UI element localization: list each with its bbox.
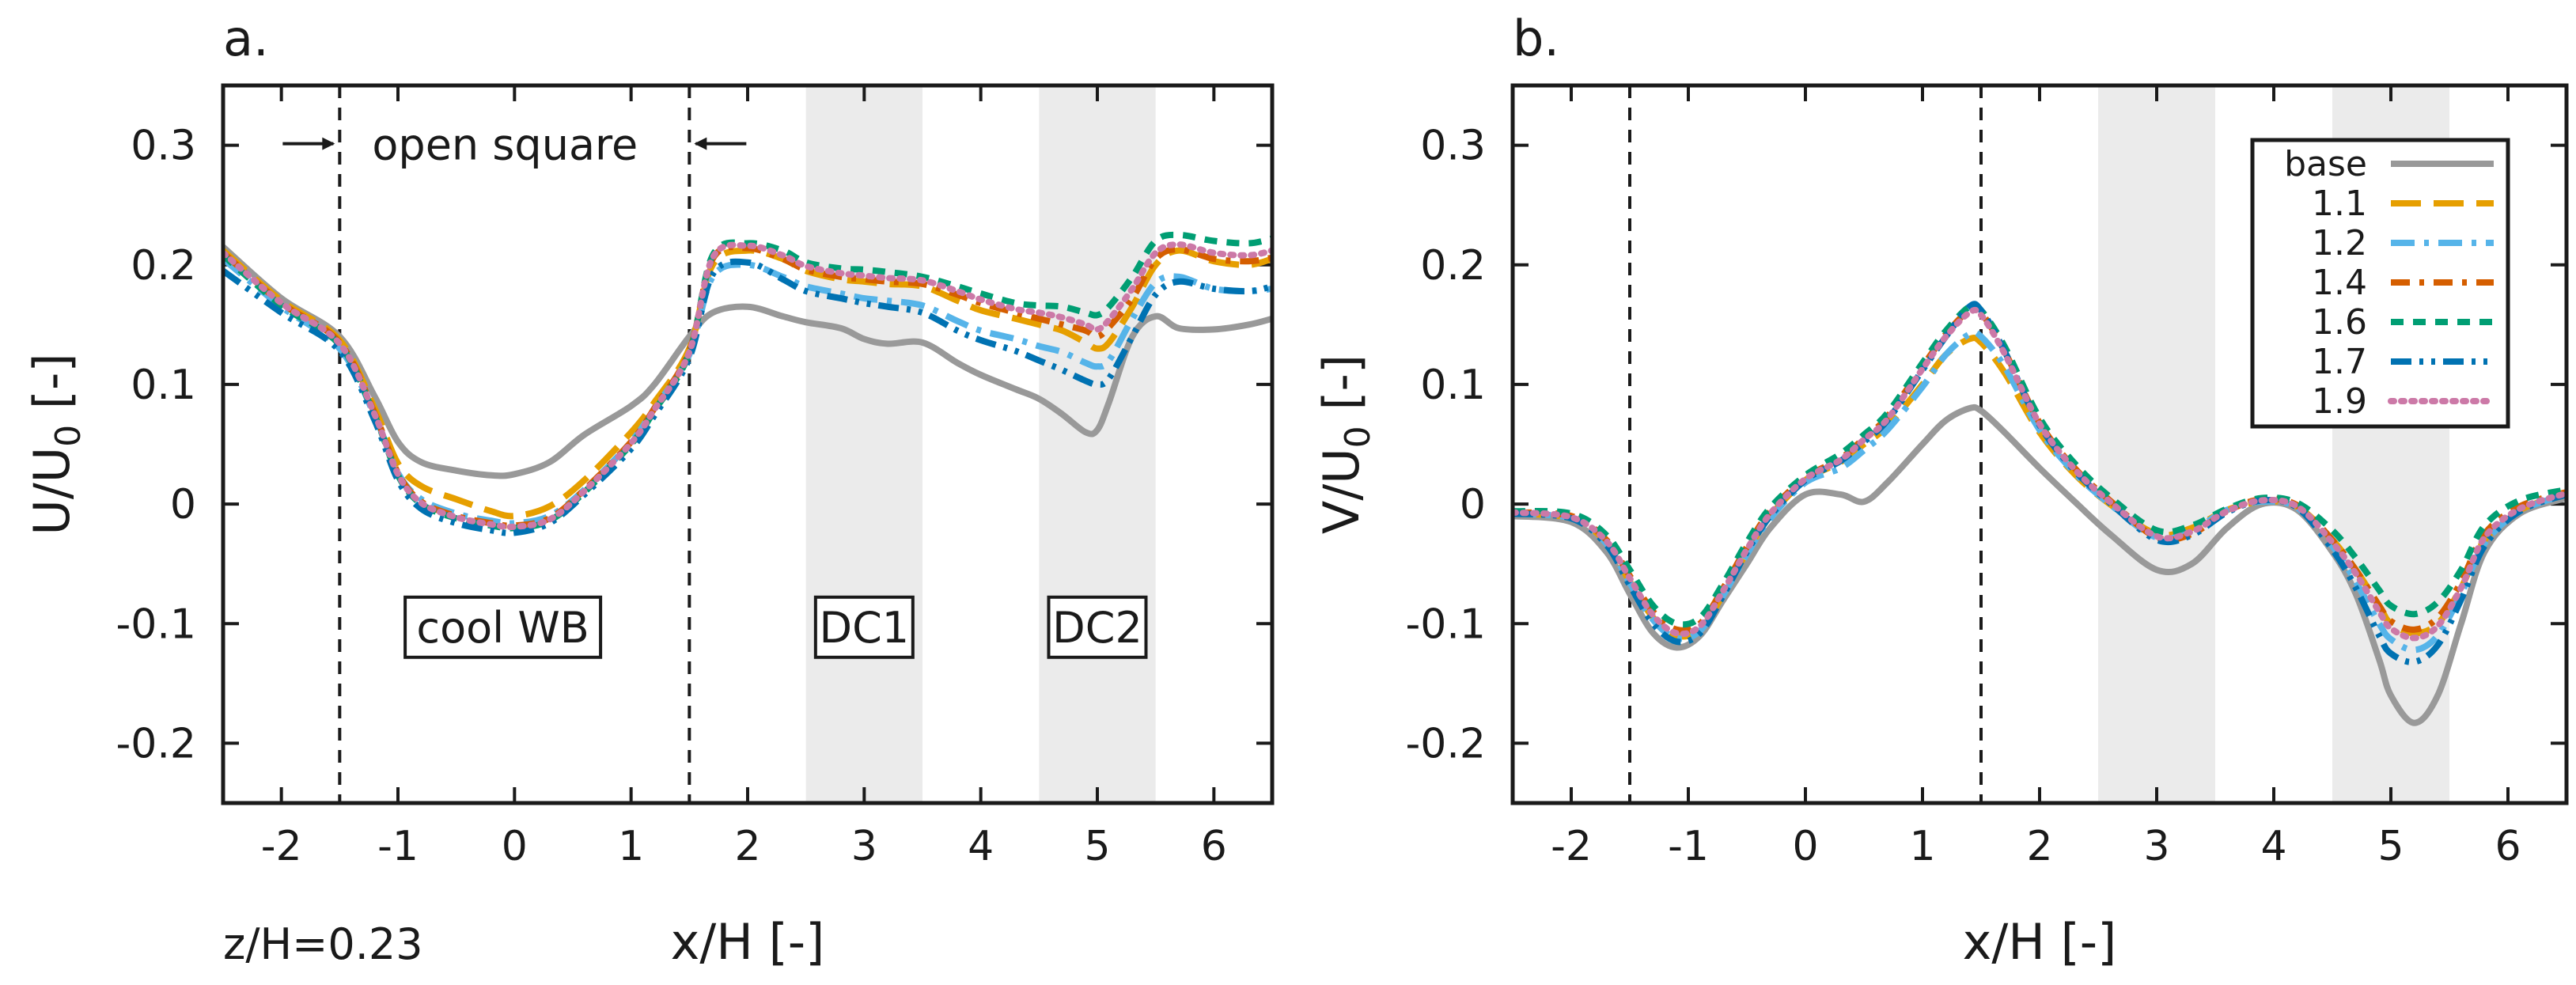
series-line-base: [223, 244, 1272, 479]
region-label-box: [403, 595, 603, 659]
shaded-region-1: [2098, 85, 2215, 803]
series-line-1-9: [223, 241, 1272, 531]
legend-label: 1.2: [2312, 223, 2367, 263]
panel-a-velocity-u: -2 -1 0 1 2 3 4 5 6 -0.2 -0.1 0 0.1 0.2 0.3 a. x/H [-] U/…: [23, 9, 1275, 971]
panel-label: b.: [1513, 9, 1559, 67]
y-tick-label: 0.2: [1420, 242, 1486, 290]
x-tick-label: 6: [2495, 823, 2521, 870]
series-group: [223, 231, 1272, 536]
x-tick-label: 1: [1909, 823, 1935, 870]
series-line-1-2: [223, 256, 1272, 527]
shaded-region-1: [805, 85, 922, 803]
open-square-annotation: open square: [372, 120, 638, 170]
x-tick-label: 2: [2026, 823, 2052, 870]
x-tick-label: 5: [1084, 823, 1110, 870]
x-tick-label: 0: [502, 823, 528, 870]
x-tick-label: 1: [618, 823, 644, 870]
y-tick-label: 0.2: [131, 242, 196, 290]
x-tick-label: -1: [1668, 823, 1709, 870]
arrowhead-right: [694, 137, 707, 150]
y-axis-label: V/U0 [-]: [1313, 354, 1378, 534]
panel-label: a.: [223, 9, 269, 67]
y-tick-label: 0.1: [131, 362, 196, 409]
y-tick-label: -0.1: [1406, 600, 1486, 648]
x-tick-label: 4: [968, 823, 994, 870]
legend-label: base: [2284, 144, 2367, 184]
legend-label: 1.1: [2312, 184, 2367, 224]
x-tick-label: -2: [261, 823, 302, 870]
x-tick-label: 6: [1201, 823, 1227, 870]
x-tick-label: 0: [1792, 823, 1818, 870]
x-axis-label: x/H [-]: [1963, 913, 2117, 971]
series-line-1-1: [223, 247, 1272, 520]
y-tick-label: 0: [1460, 481, 1486, 528]
legend-label: 1.9: [2312, 381, 2367, 422]
legend-label: 1.4: [2312, 263, 2367, 303]
x-tick-label: 3: [851, 823, 877, 870]
legend-label: 1.7: [2312, 342, 2367, 382]
y-tick-label: 0.1: [1420, 362, 1486, 409]
x-tick-label: -1: [377, 823, 419, 870]
region-label-box-text: cool WB: [416, 603, 589, 653]
x-axis-label: x/H [-]: [671, 913, 825, 971]
y-axis-label: U/U0 [-]: [23, 353, 89, 535]
y-tick-label: -0.2: [1406, 720, 1486, 767]
region-label-box-text: DC2: [1052, 603, 1142, 653]
plot-frame: [1510, 83, 2569, 805]
region-label-box-text: DC1: [820, 603, 910, 653]
x-tick-label: 4: [2260, 823, 2286, 870]
x-tick-label: 5: [2377, 823, 2404, 870]
x-tick-label: 2: [734, 823, 760, 870]
y-tick-label: 0.3: [131, 123, 196, 170]
x-tick-label: 3: [2143, 823, 2169, 870]
series-line-1-4: [223, 244, 1272, 529]
y-tick-label: 0.3: [1420, 123, 1486, 170]
series-line-1-7: [223, 258, 1272, 536]
plot-frame: [221, 83, 1275, 805]
y-tick-label: 0: [170, 481, 196, 528]
region-label-box: [813, 595, 915, 659]
series-group: [1513, 301, 2567, 726]
footnote-z-over-h: z/H=0.23: [223, 919, 423, 969]
legend-label: 1.6: [2312, 302, 2367, 343]
y-tick-label: -0.1: [116, 600, 196, 648]
x-tick-label: -2: [1551, 823, 1592, 870]
region-label-box: [1047, 595, 1148, 659]
series-line-1-9: [1513, 306, 2567, 642]
shaded-region-2: [1039, 85, 1156, 803]
y-tick-label: -0.2: [116, 720, 196, 767]
arrowhead-left: [322, 137, 335, 150]
panel-b-velocity-v: -2 -1 0 1 2 3 4 5 6 -0.2 -0.1 0 0.1 0.2 0.3 b. x/H [-] V/…: [1313, 9, 2569, 971]
